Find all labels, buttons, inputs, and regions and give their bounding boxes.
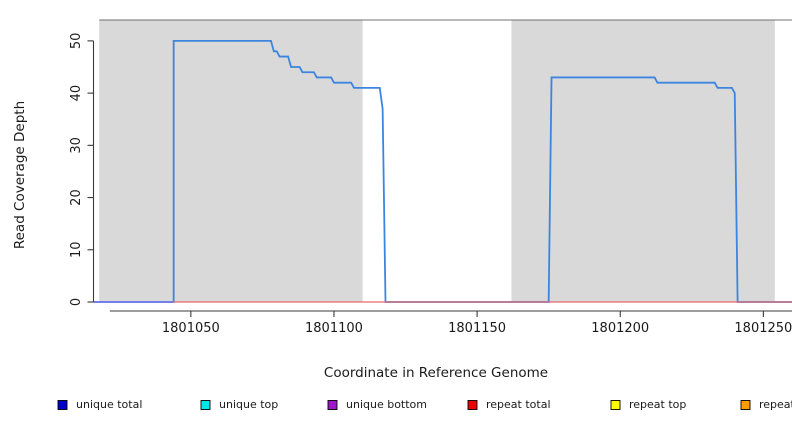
legend-unique-top-swatch [200, 400, 211, 410]
legend-unique-top-label: unique top [219, 398, 278, 411]
shaded-region [99, 20, 363, 302]
x-tick-label: 1801200 [591, 321, 649, 336]
legend-repeat-top-swatch [610, 400, 621, 410]
y-tick-label: 30 [69, 137, 84, 154]
y-tick-label: 40 [69, 85, 84, 102]
legend-unique-bottom-swatch [327, 400, 338, 410]
y-axis: 0 10 20 30 40 50 [69, 33, 95, 306]
legend-repeat-total-label: repeat total [486, 398, 551, 411]
x-tick-label: 1801250 [734, 321, 792, 336]
x-axis: 1801050 1801100 1801150 1801200 1801250 [109, 310, 792, 336]
series-unique-total [93, 39, 792, 303]
legend-unique-bottom-label: unique bottom [346, 398, 427, 411]
legend-repeat-bottom-label: repeat bottom [759, 398, 792, 411]
legend-repeat-bottom-swatch [740, 400, 751, 410]
y-axis-title: Read Coverage Depth [12, 101, 28, 249]
x-tick-label: 1801050 [162, 321, 220, 336]
shaded-regions-layer [99, 20, 775, 302]
legend-repeat-total-swatch [467, 400, 478, 410]
data-traces-layer [93, 39, 792, 303]
y-tick-label: 20 [69, 189, 84, 206]
y-tick-label: 10 [69, 242, 84, 259]
y-tick-label: 0 [69, 298, 84, 306]
chart-legend: unique total unique top unique bottom repea… [57, 398, 792, 411]
x-tick-label: 1801100 [305, 321, 363, 336]
shaded-region [511, 20, 775, 302]
y-tick-label: 50 [69, 33, 84, 50]
legend-unique-total-swatch [57, 400, 68, 410]
legend-unique-total-label: unique total [76, 398, 142, 411]
legend-repeat-top-label: repeat top [629, 398, 686, 411]
x-tick-label: 1801150 [448, 321, 506, 336]
x-axis-title: Coordinate in Reference Genome [324, 365, 548, 381]
